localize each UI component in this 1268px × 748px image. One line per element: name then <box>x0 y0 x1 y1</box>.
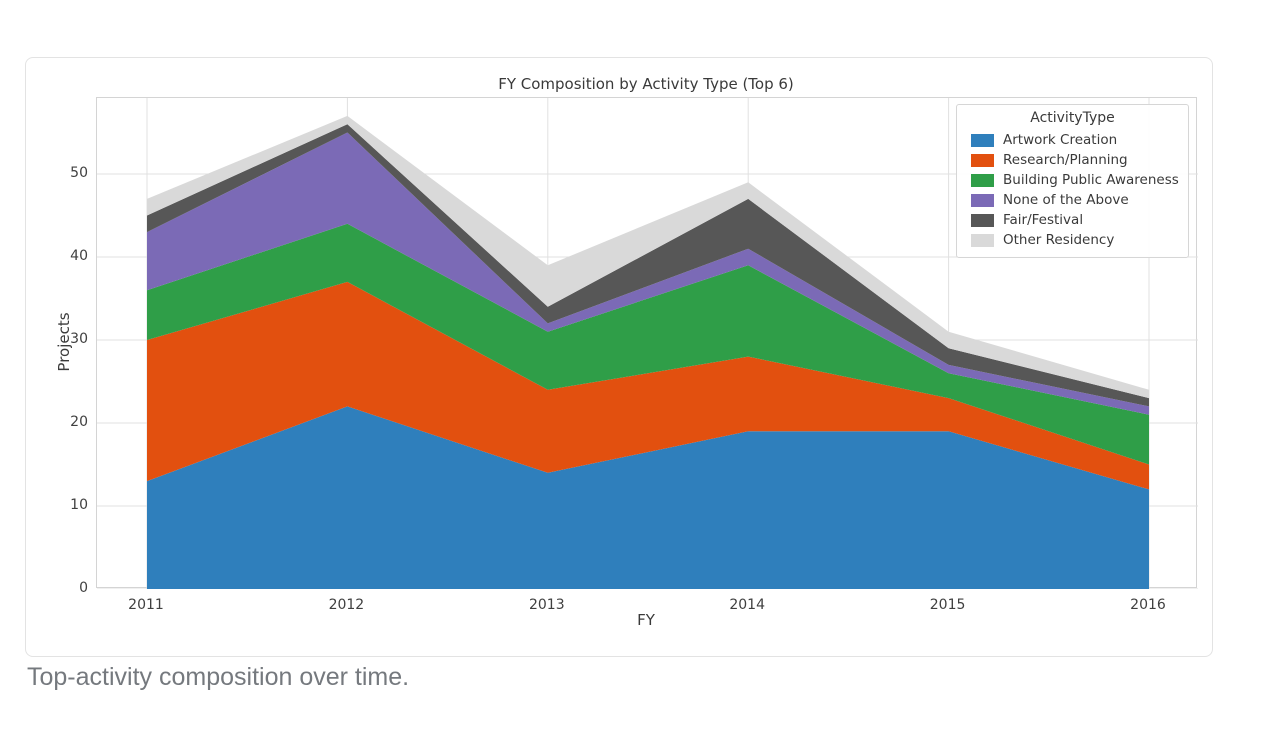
y-tick-label-0: 0 <box>79 580 88 596</box>
y-tick-label-50: 50 <box>70 165 88 181</box>
y-tick-label-10: 10 <box>70 497 88 513</box>
y-axis-label: Projects <box>55 312 73 372</box>
legend-swatch-icon <box>971 133 994 147</box>
stacked-area-chart <box>97 98 1198 589</box>
legend-swatch-icon <box>971 213 994 227</box>
legend-swatch-icon <box>971 153 994 167</box>
x-axis-label: FY <box>637 611 655 629</box>
legend-label: Fair/Festival <box>1003 212 1084 228</box>
legend-item-building-public-awareness: Building Public Awareness <box>965 170 1180 190</box>
chart-card: FY Composition by Activity Type (Top 6) … <box>25 57 1213 657</box>
x-tick-label-2011: 2011 <box>128 597 164 613</box>
legend-item-research-planning: Research/Planning <box>965 150 1180 170</box>
x-tick-label-2015: 2015 <box>929 597 966 613</box>
legend-swatch-icon <box>971 233 994 247</box>
area-research-planning <box>147 281 1149 490</box>
y-tick-label-40: 40 <box>70 248 88 264</box>
legend-label: Research/Planning <box>1003 152 1128 168</box>
area-other-residency <box>147 115 1149 399</box>
legend-label: Artwork Creation <box>1003 132 1118 148</box>
legend-label: None of the Above <box>1003 192 1129 208</box>
legend-swatch-icon <box>971 173 994 187</box>
legend-item-none-of-the-above: None of the Above <box>965 190 1180 210</box>
area-fair-festival <box>147 124 1149 407</box>
legend-item-other-residency: Other Residency <box>965 230 1180 250</box>
figure-caption: Top-activity composition over time. <box>27 663 410 691</box>
y-tick-label-20: 20 <box>70 414 88 430</box>
area-none-of-the-above <box>147 132 1149 415</box>
area-building-public-awareness <box>147 223 1149 465</box>
x-tick-label-2012: 2012 <box>328 597 365 613</box>
legend-item-artwork-creation: Artwork Creation <box>965 130 1180 150</box>
x-tick-label-2013: 2013 <box>528 597 565 613</box>
legend-item-fair-festival: Fair/Festival <box>965 210 1180 230</box>
legend-title: ActivityType <box>1030 110 1115 126</box>
x-tick-label-2016: 2016 <box>1130 597 1166 613</box>
legend-items: Artwork Creation Research/Planning Buildin… <box>965 130 1180 250</box>
y-axis-ticks: 0 10 20 30 40 50 <box>26 58 88 658</box>
area-artwork-creation <box>147 406 1149 589</box>
x-tick-label-2014: 2014 <box>729 597 766 613</box>
y-tick-label-30: 30 <box>70 331 88 347</box>
legend-label: Other Residency <box>1003 232 1115 248</box>
chart-title: FY Composition by Activity Type (Top 6) <box>498 75 794 93</box>
legend: ActivityType Artwork Creation Research/Pl… <box>956 104 1189 258</box>
legend-swatch-icon <box>971 193 994 207</box>
legend-label: Building Public Awareness <box>1003 172 1179 188</box>
